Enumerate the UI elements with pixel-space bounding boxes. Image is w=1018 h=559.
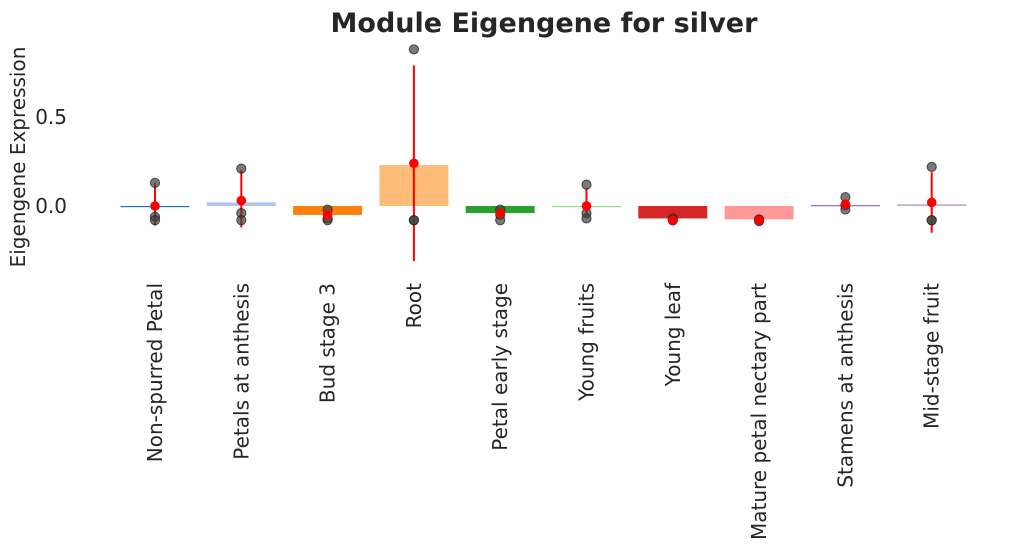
x-tick-label: Young leaf [661, 282, 685, 387]
y-axis-ticks: 0.0 0.5 [35, 105, 67, 218]
sample-point [926, 161, 937, 172]
bar [638, 206, 708, 219]
mean-points [150, 158, 937, 226]
mean-point [840, 199, 851, 210]
sample-point [408, 44, 419, 55]
x-tick-label: Mature petal nectary part [747, 283, 771, 540]
chart-title: Module Eigengene for silver [331, 8, 759, 39]
sample-point [926, 215, 937, 226]
sample-point [236, 163, 247, 174]
x-tick-label: Stamens at anthesis [833, 283, 857, 488]
mean-point [754, 215, 764, 226]
sample-point [149, 177, 161, 188]
error-bars [154, 65, 933, 262]
mean-point [581, 201, 592, 211]
y-tick-label: 0.5 [35, 105, 67, 129]
mean-point [495, 208, 506, 218]
mean-point [668, 215, 678, 226]
x-tick-label: Non-spurred Petal [143, 283, 167, 462]
x-tick-label: Petal early stage [488, 283, 512, 451]
sample-point [149, 215, 161, 226]
sample-point [581, 179, 592, 190]
bar [724, 206, 794, 220]
x-tick-label: Root [402, 283, 426, 328]
x-tick-label: Bud stage 3 [316, 283, 340, 403]
sample-point [581, 213, 592, 224]
x-tick-label: Petals at anthesis [229, 283, 253, 460]
bars [120, 165, 967, 220]
mean-point [236, 195, 247, 206]
x-axis-ticks: Non-spurred Petal Petals at anthesis Bud s… [143, 282, 944, 540]
y-axis-label: Eigengene Expression [6, 47, 30, 268]
y-tick-label: 0.0 [35, 194, 67, 218]
mean-point [322, 210, 333, 220]
sample-point [236, 215, 247, 226]
sample-point [408, 215, 419, 226]
mean-point [409, 158, 419, 169]
sample-points [149, 44, 937, 227]
mean-point [926, 197, 937, 208]
mean-point [150, 201, 160, 211]
x-tick-label: Mid-stage fruit [920, 283, 944, 429]
x-tick-label: Young fruits [575, 283, 599, 402]
